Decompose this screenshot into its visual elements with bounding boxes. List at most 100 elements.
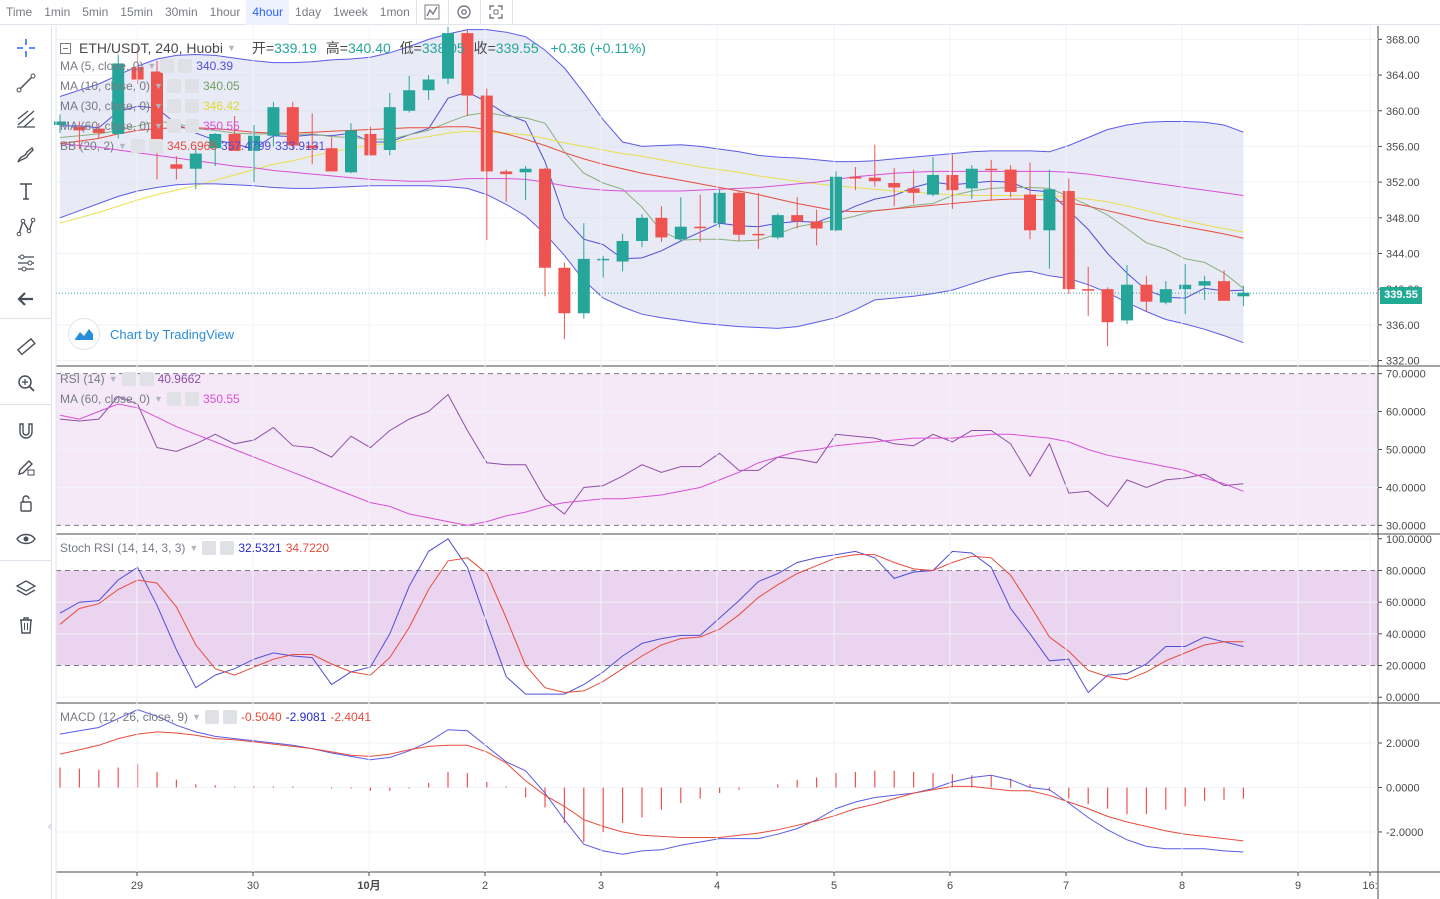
timeframe-1week[interactable]: 1week <box>333 4 368 19</box>
collapse-legend-icon[interactable] <box>60 42 71 54</box>
settings-icon[interactable] <box>130 139 145 153</box>
ohlc-values: 开=339.19 高=340.40 低=338.05 收=339.55 +0.3… <box>251 40 646 56</box>
candle <box>1121 284 1133 321</box>
rsi-legend[interactable]: RSI (14) ▼ 40.9662 <box>60 372 201 386</box>
time-axis-label: 5 <box>831 880 837 892</box>
candle <box>539 168 551 268</box>
candle <box>1159 289 1172 303</box>
trash-icon[interactable] <box>10 610 42 640</box>
timeframe-1day[interactable]: 1day <box>295 4 322 19</box>
ma30-legend[interactable]: MA (30, close, 0) ▼ 346.42 <box>60 99 240 113</box>
ma10-legend[interactable]: MA (10, close, 0) ▼ 340.05 <box>60 79 240 93</box>
timeframe-30min[interactable]: 30min <box>164 4 198 19</box>
fullscreen-icon[interactable] <box>481 0 513 25</box>
timeframe-time[interactable]: Time <box>6 4 33 19</box>
timeframe-4hour[interactable]: 4hour <box>246 0 290 25</box>
timeframe-5min[interactable]: 5min <box>82 4 109 19</box>
candle <box>1101 289 1114 323</box>
fib-icon[interactable] <box>10 104 42 134</box>
close-icon[interactable] <box>222 710 237 724</box>
candle <box>112 63 125 134</box>
eye-icon[interactable] <box>10 524 42 554</box>
brush-icon[interactable] <box>10 140 42 170</box>
timeframe-1hour[interactable]: 1hour <box>209 4 241 19</box>
zoom-icon[interactable] <box>10 368 42 398</box>
chevron-down-icon[interactable]: ▼ <box>226 43 236 53</box>
ma-10-close-0-line <box>59 111 1244 289</box>
chevron-down-icon: ▼ <box>189 543 199 553</box>
settings-icon[interactable] <box>121 372 136 386</box>
close-icon[interactable] <box>184 392 199 406</box>
tradingview-brand[interactable]: Chart by TradingView <box>68 318 234 350</box>
rsi-ma-legend[interactable]: MA (60, close, 0) ▼ 350.55 <box>60 392 240 406</box>
ruler-icon[interactable] <box>10 332 42 362</box>
layers-icon[interactable] <box>10 574 42 604</box>
macd-legend[interactable]: MACD (12, 26, close, 9) ▼ -0.5040 -2.9081… <box>60 710 372 724</box>
crosshair-icon[interactable] <box>10 33 42 63</box>
time-axis-label: 9 <box>1295 880 1301 892</box>
close-icon[interactable] <box>184 99 199 113</box>
timeframe-15min[interactable]: 15min <box>120 4 153 19</box>
text-icon[interactable] <box>10 176 42 206</box>
settings-icon[interactable] <box>166 392 181 406</box>
candle <box>403 90 416 111</box>
ma5-legend[interactable]: MA (5, close, 0) ▼ 340.39 <box>60 59 233 73</box>
settings-icon[interactable] <box>166 99 181 113</box>
settings-icon[interactable] <box>160 59 175 73</box>
time-axis-label: 8 <box>1179 880 1185 892</box>
candle <box>248 135 260 151</box>
close-icon[interactable] <box>220 541 235 555</box>
settings-icon[interactable] <box>204 710 219 724</box>
back-arrow-icon[interactable] <box>10 284 42 314</box>
candle <box>907 188 920 193</box>
time-axis-label: 10月 <box>357 879 380 892</box>
symbol-name[interactable]: ETH/USDT, 240, Huobi <box>79 40 223 56</box>
trend-line-icon[interactable] <box>10 68 42 98</box>
candle <box>189 153 202 169</box>
chevron-down-icon: ▼ <box>154 121 163 131</box>
brand-text[interactable]: Chart by TradingView <box>110 326 235 342</box>
chart-type-icon[interactable] <box>417 0 449 25</box>
candle <box>674 226 687 240</box>
timeframe-1min[interactable]: 1min <box>44 4 71 19</box>
price-axis-label: 344.00 <box>1386 248 1420 260</box>
drawing-toolbar <box>0 26 52 899</box>
candle <box>228 133 241 151</box>
collapse-panel-icon[interactable]: ‹ <box>48 821 52 833</box>
candle <box>286 107 299 146</box>
candle <box>733 192 745 235</box>
candle <box>965 168 978 189</box>
candle <box>558 267 571 314</box>
magnet-icon[interactable] <box>10 416 42 446</box>
rsi-axis-label: 40.0000 <box>1386 482 1426 494</box>
price-axis-label: 332.00 <box>1386 356 1420 368</box>
close-icon[interactable] <box>148 139 163 153</box>
close-icon[interactable] <box>139 372 154 386</box>
settings-icon[interactable] <box>166 79 181 93</box>
macd-axis-label: 0.0000 <box>1386 783 1420 795</box>
candle <box>849 176 862 179</box>
prediction-icon[interactable] <box>10 248 42 278</box>
ma60-legend[interactable]: MA (60, close, 0) ▼ 350.55 <box>60 119 240 133</box>
settings-icon[interactable] <box>202 541 217 555</box>
timeframe-1mon[interactable]: 1mon <box>379 4 410 19</box>
settings-icon[interactable] <box>166 119 181 133</box>
candle <box>325 148 338 172</box>
close-icon[interactable] <box>184 119 199 133</box>
candle <box>946 174 959 191</box>
candle <box>713 192 726 224</box>
candle <box>500 171 513 175</box>
lock-icon[interactable] <box>10 488 42 518</box>
bb-legend[interactable]: BB (20, 2) ▼ 345.6965 357.4799 333.9131 <box>60 139 326 153</box>
candle <box>131 67 144 80</box>
pattern-icon[interactable] <box>10 212 42 242</box>
stoch-legend[interactable]: Stoch RSI (14, 14, 3, 3) ▼ 32.5321 34.722… <box>60 541 330 555</box>
settings-icon[interactable] <box>449 0 481 25</box>
rsi-axis-label: 50.0000 <box>1386 445 1426 457</box>
candle <box>694 226 707 229</box>
lock-draw-icon[interactable] <box>10 452 42 482</box>
candle <box>364 133 377 156</box>
close-icon[interactable] <box>178 59 193 73</box>
close-icon[interactable] <box>184 79 199 93</box>
